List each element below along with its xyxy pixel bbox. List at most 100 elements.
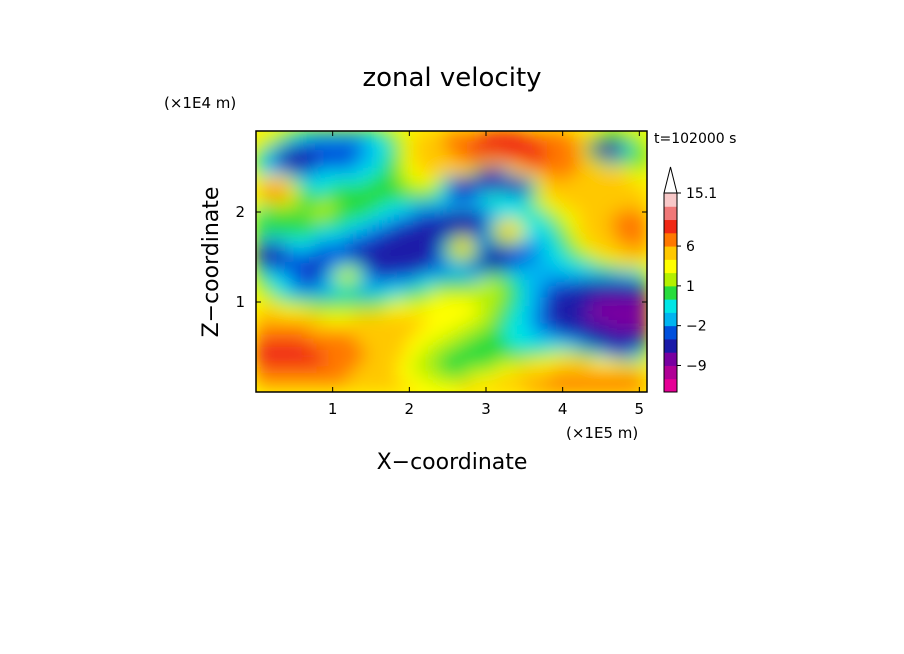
field-cell <box>442 269 453 280</box>
field-cell <box>593 156 603 167</box>
field-cell <box>262 277 273 289</box>
field-cell <box>435 347 445 359</box>
field-cell <box>615 286 626 298</box>
field-cell <box>488 173 498 185</box>
field-cell <box>638 243 647 254</box>
field-cell <box>473 190 483 202</box>
field-cell <box>382 225 393 237</box>
field-cell <box>292 286 303 298</box>
field-cell <box>420 312 430 324</box>
field-cell <box>277 164 288 176</box>
field-cell <box>555 208 566 219</box>
field-cell <box>578 156 588 167</box>
field-cell <box>420 356 430 367</box>
field-cell <box>360 321 370 333</box>
field-cell <box>330 156 340 167</box>
field-cell <box>555 304 566 315</box>
field-cell <box>427 295 438 306</box>
field-cell <box>540 164 551 176</box>
field-cell <box>488 182 498 193</box>
field-cell <box>277 260 288 272</box>
field-cell <box>375 173 385 185</box>
field-cell <box>412 164 423 176</box>
field-cell <box>488 382 498 392</box>
field-cell <box>518 182 528 193</box>
colorbar-swatch <box>664 312 677 327</box>
field-cell <box>450 208 461 219</box>
field-cell <box>638 312 647 324</box>
field-cell <box>578 164 588 176</box>
field-cell <box>638 364 647 376</box>
field-cell <box>292 138 303 150</box>
field-cell <box>277 182 288 193</box>
field-cell <box>450 243 461 254</box>
field-cell <box>367 164 378 176</box>
field-cell <box>638 286 647 298</box>
field-cell <box>600 173 611 185</box>
field-cell <box>488 190 498 202</box>
field-cell <box>300 330 310 341</box>
field-cell <box>533 286 543 298</box>
field-cell <box>307 277 318 289</box>
field-cell <box>270 364 280 376</box>
field-cell <box>375 312 385 324</box>
field-cell <box>412 330 423 341</box>
field-cell <box>397 312 408 324</box>
field-cell <box>412 286 423 298</box>
field-cell <box>608 217 618 228</box>
field-cell <box>375 251 385 263</box>
field-cell <box>367 131 378 141</box>
field-cell <box>480 243 491 254</box>
field-cell <box>518 243 528 254</box>
field-cell <box>555 217 566 228</box>
field-cell <box>525 295 536 306</box>
field-cell <box>382 269 393 280</box>
field-cell <box>458 304 468 315</box>
field-cell <box>458 234 468 246</box>
field-cell <box>292 269 303 280</box>
field-cell <box>503 321 513 333</box>
field-cell <box>256 330 265 341</box>
field-cell <box>345 269 355 280</box>
field-cell <box>262 330 273 341</box>
field-cell <box>307 338 318 350</box>
field-cell <box>563 330 573 341</box>
field-cell <box>360 304 370 315</box>
field-cell <box>307 225 318 237</box>
field-cell <box>578 182 588 193</box>
field-cell <box>465 347 476 359</box>
field-cell <box>630 347 641 359</box>
field-cell <box>322 269 333 280</box>
field-cell <box>360 286 370 298</box>
field-cell <box>315 260 325 272</box>
field-cell <box>352 347 363 359</box>
field-cell <box>442 338 453 350</box>
field-cell <box>623 295 633 306</box>
field-cell <box>458 364 468 376</box>
field-cell <box>525 312 536 324</box>
field-cell <box>630 225 641 237</box>
field-cell <box>277 382 288 392</box>
field-cell <box>608 364 618 376</box>
field-cell <box>292 225 303 237</box>
field-cell <box>397 277 408 289</box>
field-cell <box>270 356 280 367</box>
field-cell <box>533 277 543 289</box>
field-cell <box>510 217 521 228</box>
field-cell <box>405 356 415 367</box>
field-cell <box>600 182 611 193</box>
field-cell <box>256 243 265 254</box>
field-cell <box>330 251 340 263</box>
colorbar-swatch <box>664 193 677 207</box>
field-cell <box>420 251 430 263</box>
field-cell <box>630 190 641 202</box>
field-cell <box>375 364 385 376</box>
field-cell <box>405 295 415 306</box>
field-cell <box>510 199 521 211</box>
field-cell <box>337 156 348 167</box>
field-cell <box>405 312 415 324</box>
field-cell <box>638 173 647 185</box>
field-cell <box>337 321 348 333</box>
field-cell <box>615 182 626 193</box>
field-cell <box>548 321 558 333</box>
